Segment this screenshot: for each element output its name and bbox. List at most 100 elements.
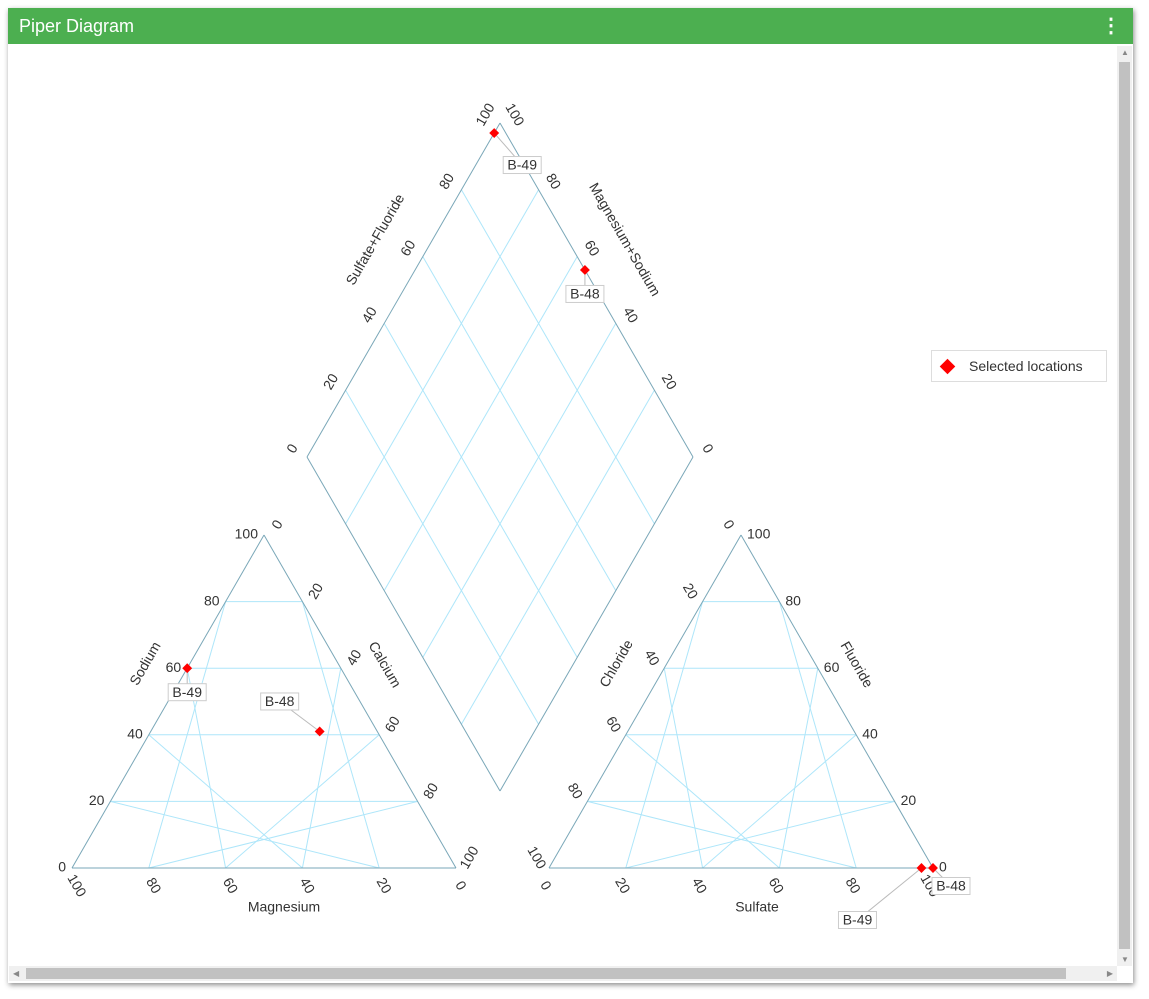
anion-point-marker xyxy=(928,863,938,873)
piper-chart: 0 0 0 0 0 0 0 0 20 20 20 20 20 20 20 20 40 40 40 40 40 40 40 40… xyxy=(58,100,971,929)
fluoride-tick-label: 20 xyxy=(901,792,917,808)
fluoride-axis-title: Fluoride xyxy=(838,638,877,690)
anion-gridline xyxy=(625,800,895,869)
sodium-tick-label: 0 xyxy=(58,859,66,875)
diamond-gridline xyxy=(383,323,578,658)
anion-gridline xyxy=(587,800,857,869)
legend-item-selected-locations[interactable]: Selected locations xyxy=(931,350,1107,382)
cation-gridline xyxy=(148,734,303,869)
chloride-tick-label: 80 xyxy=(565,780,587,802)
diamond-gridline xyxy=(345,389,540,725)
anion-point-label-box xyxy=(931,877,971,895)
sulfate-tick-label: 80 xyxy=(843,875,865,897)
cation-axis xyxy=(71,534,265,869)
sulfate-fluoride-tick-label: 40 xyxy=(358,304,380,326)
diamond-gridline xyxy=(460,389,655,725)
magnesium-sodium-tick-label: 40 xyxy=(620,304,642,326)
diamond-axis xyxy=(306,122,501,458)
cation-gridline xyxy=(148,800,418,869)
magnesium-sodium-axis-title: Magnesium+Sodium xyxy=(586,180,664,299)
magnesium-sodium-tick-label: 20 xyxy=(659,371,681,393)
anion-gridline xyxy=(625,734,780,869)
anion-gridline xyxy=(663,668,704,869)
vertical-scroll-thumb[interactable] xyxy=(1119,62,1130,949)
sodium-tick-label: 40 xyxy=(127,726,143,742)
fluoride-tick-label: 60 xyxy=(824,659,840,675)
diamond-point-marker xyxy=(489,128,500,138)
anion-gridline xyxy=(778,601,857,869)
sulfate-fluoride-tick-label: 0 xyxy=(283,441,301,456)
magnesium-tick-label: 0 xyxy=(452,878,470,893)
sulfate-axis-title: Sulfate xyxy=(735,899,779,915)
diamond-gridline xyxy=(460,189,655,525)
cation-point-marker xyxy=(314,726,325,737)
diamond-point-label-box xyxy=(565,284,605,303)
anion-point-data-label: B-49 xyxy=(843,912,873,928)
horizontal-scrollbar[interactable]: ◀ ▶ xyxy=(9,966,1117,981)
sodium-tick-label: 60 xyxy=(166,659,182,675)
diamond-marker-icon xyxy=(939,358,956,374)
cation-point-label-box xyxy=(167,683,207,702)
sulfate-tick-label: 20 xyxy=(612,875,634,897)
cation-gridline xyxy=(186,668,227,869)
sulfate-tick-label: 40 xyxy=(689,875,711,897)
sulfate-fluoride-axis-title: Sulfate+Fluoride xyxy=(342,191,407,288)
more-vertical-icon[interactable]: ⋮ xyxy=(1101,15,1121,37)
legend-label: Selected locations xyxy=(969,358,1083,374)
chloride-axis-title: Chloride xyxy=(596,637,636,690)
magnesium-sodium-tick-label: 100 xyxy=(502,100,528,128)
diamond-gridline xyxy=(422,323,617,658)
sulfate-fluoride-tick-label: 20 xyxy=(320,371,342,393)
calcium-axis-title: Calcium xyxy=(366,638,405,690)
cation-gridline xyxy=(301,668,342,869)
cation-gridline xyxy=(225,734,380,869)
diamond-point-data-label: B-49 xyxy=(507,157,537,173)
fluoride-tick-label: 0 xyxy=(939,859,947,875)
fluoride-tick-label: 40 xyxy=(862,726,878,742)
magnesium-tick-label: 100 xyxy=(64,871,90,899)
sodium-tick-label: 100 xyxy=(235,526,259,542)
sulfate-fluoride-tick-label: 60 xyxy=(397,237,419,259)
calcium-tick-label: 80 xyxy=(420,780,442,802)
calcium-tick-label: 0 xyxy=(268,517,286,532)
fluoride-tick-label: 100 xyxy=(747,526,771,542)
diamond-axis xyxy=(306,456,501,792)
chloride-tick-label: 40 xyxy=(642,647,664,669)
diamond-axis xyxy=(499,456,694,792)
scroll-up-icon[interactable]: ▲ xyxy=(1121,48,1129,57)
magnesium-sodium-tick-label: 0 xyxy=(699,441,717,456)
scroll-right-icon[interactable]: ▶ xyxy=(1106,969,1113,978)
cation-point-label-box xyxy=(260,692,300,711)
magnesium-tick-label: 20 xyxy=(374,875,396,897)
diamond-gridline xyxy=(383,256,578,591)
diamond-point-marker xyxy=(579,265,590,275)
chloride-tick-label: 60 xyxy=(603,713,625,735)
calcium-tick-label: 40 xyxy=(343,647,365,669)
magnesium-tick-label: 80 xyxy=(143,875,165,897)
sulfate-fluoride-tick-label: 80 xyxy=(435,170,457,192)
vertical-scrollbar[interactable]: ▲ ▼ xyxy=(1117,46,1132,966)
horizontal-scroll-thumb[interactable] xyxy=(26,968,1066,979)
cation-axis xyxy=(263,534,457,869)
diamond-gridline xyxy=(345,189,540,525)
calcium-tick-label: 60 xyxy=(381,713,403,735)
sodium-tick-label: 20 xyxy=(89,792,105,808)
diamond-point-label-box xyxy=(502,156,542,175)
magnesium-axis-title: Magnesium xyxy=(248,899,320,915)
magnesium-sodium-tick-label: 60 xyxy=(582,237,604,259)
scroll-left-icon[interactable]: ◀ xyxy=(13,969,20,978)
scroll-down-icon[interactable]: ▼ xyxy=(1121,955,1129,964)
diamond-gridline xyxy=(422,256,617,591)
anion-point-data-label: B-48 xyxy=(936,878,966,894)
diamond-point-data-label: B-48 xyxy=(570,286,600,302)
anion-axis xyxy=(740,534,934,869)
cation-gridline xyxy=(110,800,380,869)
magnesium-sodium-tick-label: 80 xyxy=(543,170,565,192)
anion-gridline xyxy=(778,668,819,869)
magnesium-tick-label: 60 xyxy=(220,875,242,897)
calcium-tick-label: 100 xyxy=(456,843,482,871)
piper-diagram-panel: Piper Diagram ⋮ 0 0 0 0 0 0 0 0 20 20 20 20 20 20 20 20… xyxy=(8,8,1133,983)
sulfate-tick-label: 60 xyxy=(766,875,788,897)
fluoride-tick-label: 80 xyxy=(785,592,801,608)
chloride-tick-label: 20 xyxy=(680,580,702,602)
